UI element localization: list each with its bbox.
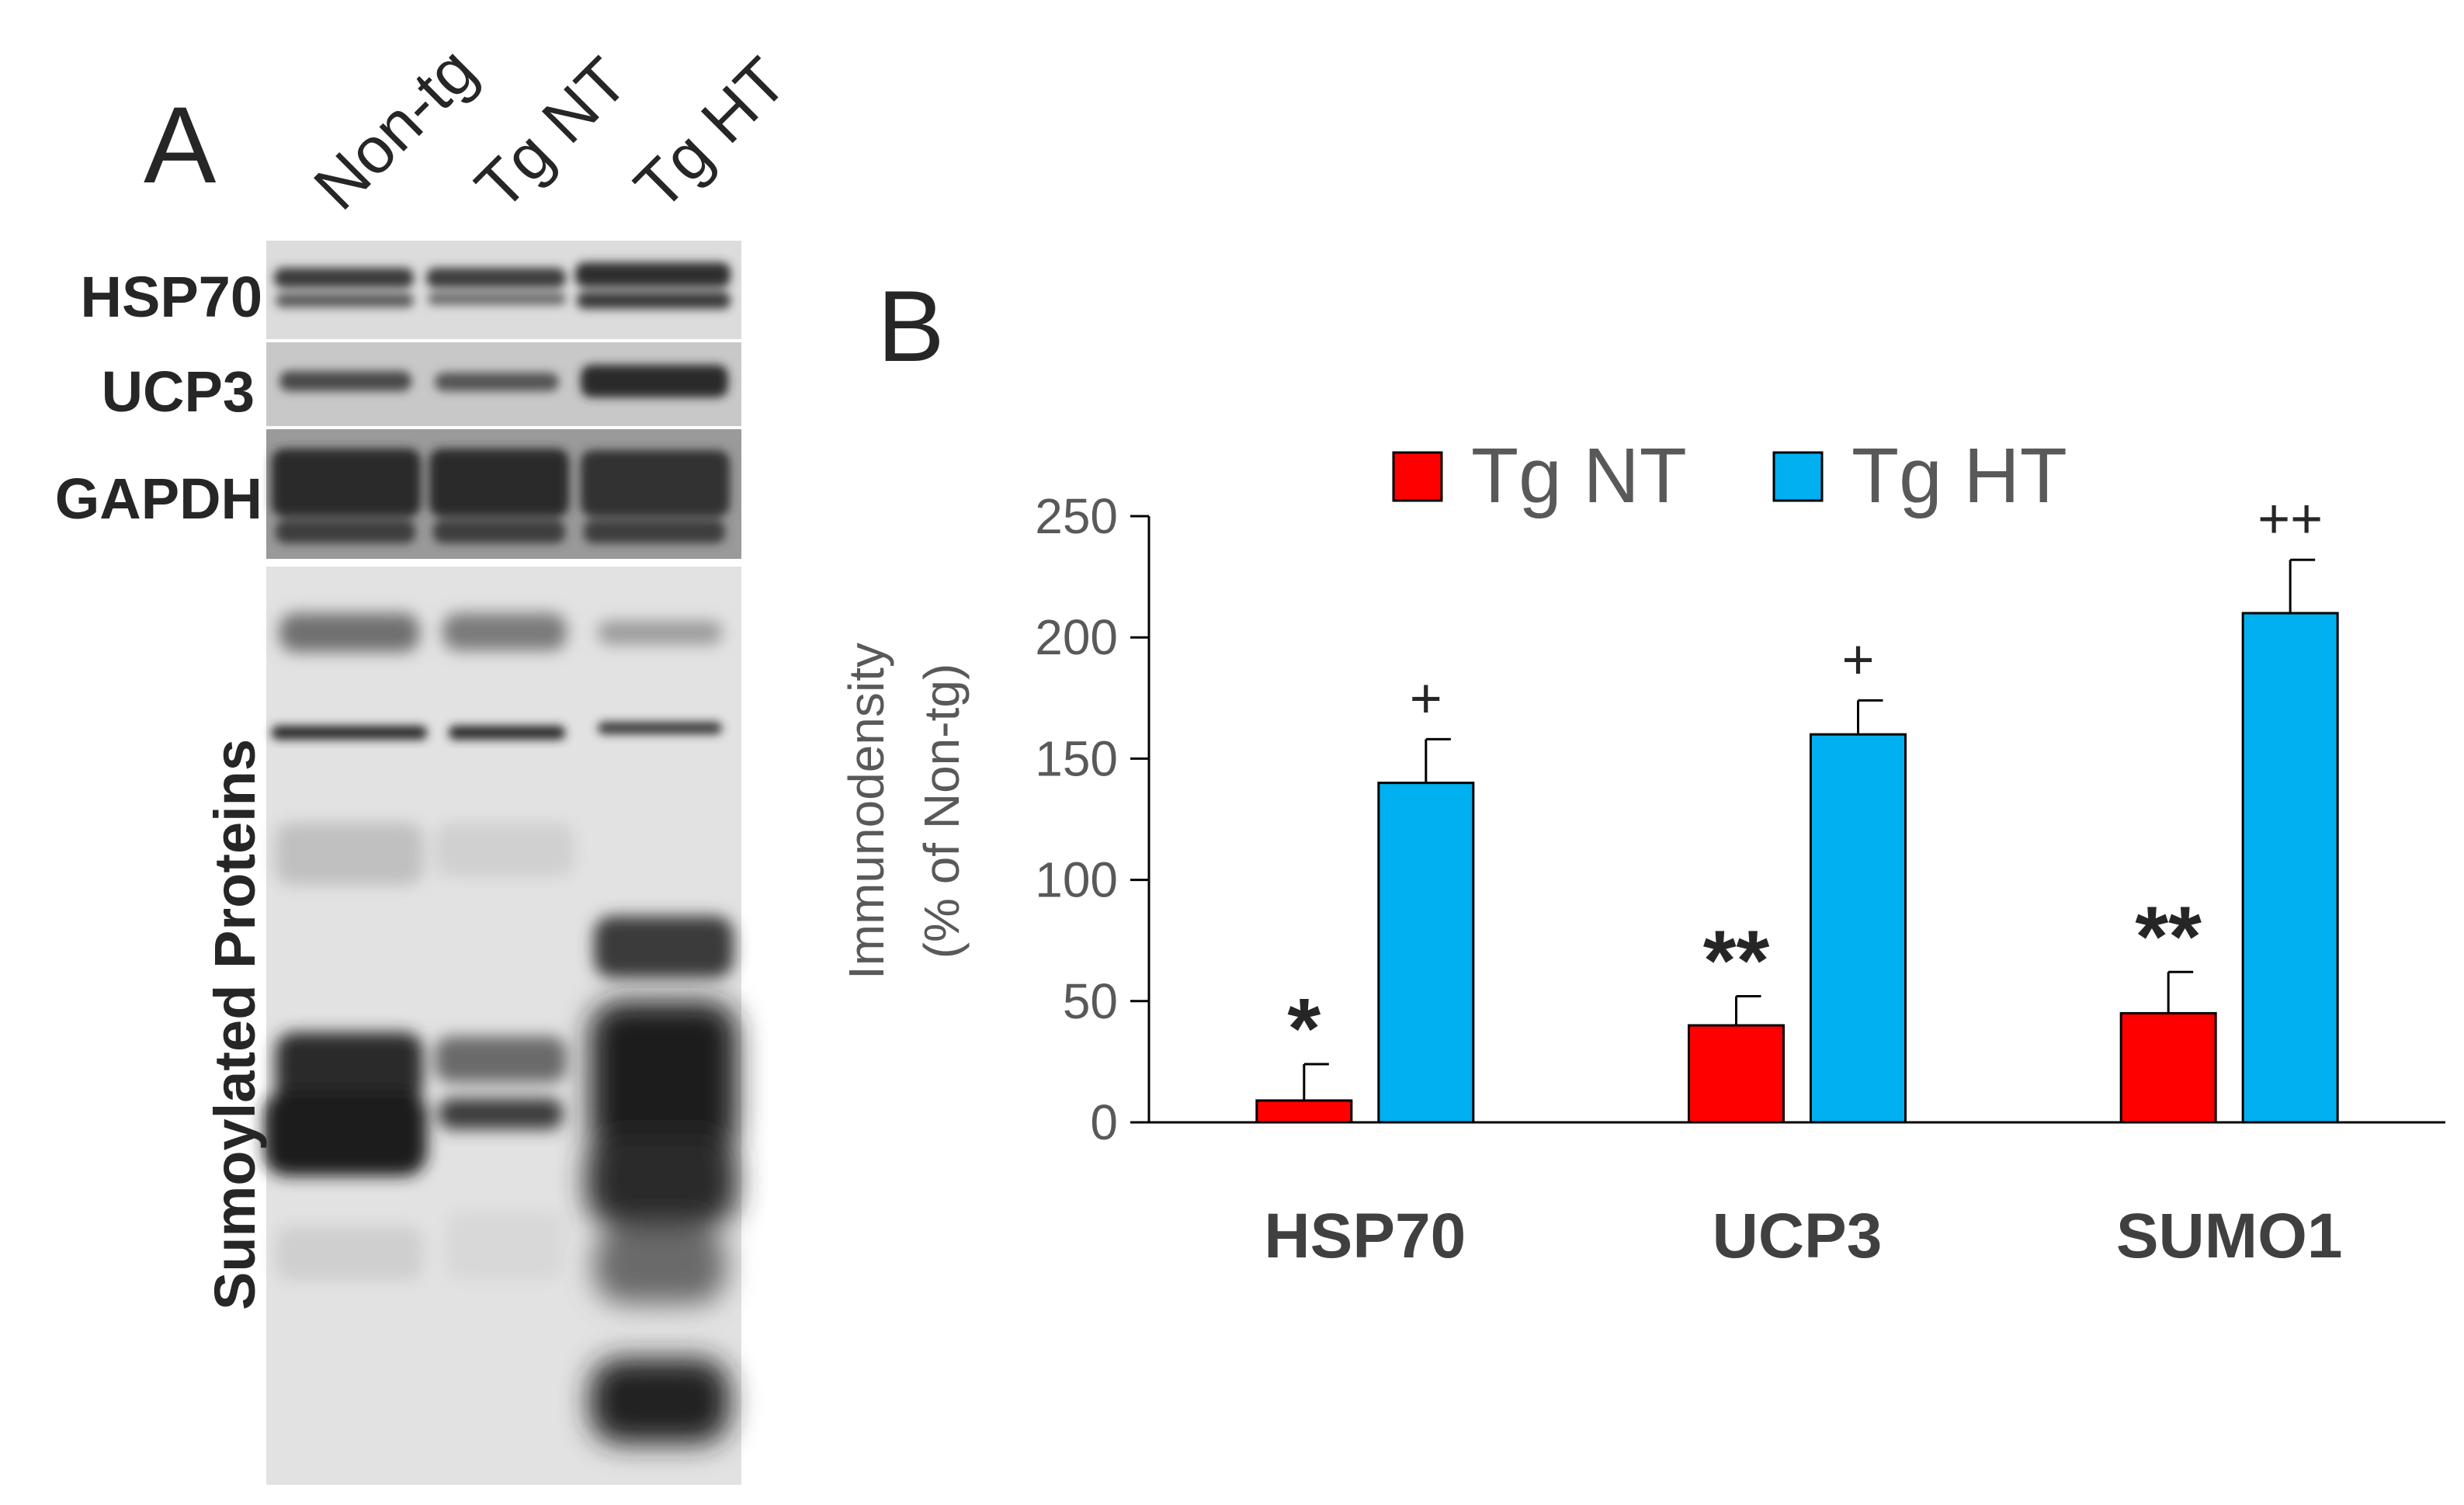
y-axis-label-line2: (% of Non-tg) [914, 664, 970, 959]
x-tick-label: SUMO1 [2116, 1201, 2343, 1271]
y-tick-label: 200 [1035, 609, 1118, 665]
significance-annotation: + [1410, 668, 1442, 730]
blot-label-gapdh: GAPDH [55, 466, 262, 531]
y-axis: 0 50 100 150 200 250 [1035, 488, 1150, 1150]
significance-annotation: * [1287, 981, 1320, 1077]
blot-ucp3 [266, 342, 741, 426]
y-tick-label: 100 [1035, 852, 1118, 908]
bar-tg-nt-ucp3 [1688, 1024, 1785, 1124]
bar-tg-ht-sumo1 [2241, 612, 2339, 1124]
significance-annotation: ++ [2258, 488, 2323, 550]
panel-b: B Tg NT Tg HT Immunodensity (% of Non-tg… [838, 269, 2445, 1271]
blot-label-hsp70: HSP70 [81, 265, 262, 329]
significance-annotation: + [1841, 629, 1874, 691]
blot-label-ucp3: UCP3 [102, 359, 255, 424]
bar-tg-nt-sumo1 [2119, 1011, 2217, 1124]
legend-label-tg-ht: Tg HT [1851, 432, 2067, 519]
blot-sumoylated-proteins [264, 567, 741, 1485]
blot-hsp70 [266, 241, 741, 339]
lane-label-tg-ht: Tg HT [620, 43, 800, 223]
bar-tg-ht-hsp70 [1377, 782, 1475, 1124]
significance-annotation: ** [2135, 889, 2202, 984]
panel-a: A Non-tg Tg NT Tg HT HSP70 [55, 33, 800, 1485]
x-tick-label: HSP70 [1264, 1201, 1466, 1271]
legend: Tg NT Tg HT [1392, 432, 2067, 519]
legend-label-tg-nt: Tg NT [1471, 432, 1687, 519]
blot-label-sumoylated-proteins: Sumoylated Proteins [203, 739, 267, 1310]
x-tick-label: UCP3 [1713, 1201, 1883, 1271]
blot-gapdh [266, 429, 741, 559]
lane-label-non-tg: Non-tg [300, 33, 490, 224]
panel-b-letter: B [877, 269, 945, 383]
legend-swatch-tg-nt [1392, 451, 1443, 502]
y-tick-label: 150 [1035, 730, 1118, 786]
x-axis: HSP70 UCP3 SUMO1 [1149, 1121, 2445, 1271]
legend-swatch-tg-ht [1772, 451, 1824, 502]
y-axis-label: Immunodensity (% of Non-tg) [838, 643, 970, 980]
y-axis-label-line1: Immunodensity [838, 643, 894, 980]
y-tick-label: 0 [1090, 1094, 1118, 1150]
y-tick-label: 250 [1035, 488, 1118, 544]
significance-annotation: ** [1703, 914, 1770, 1009]
y-tick-label: 50 [1063, 973, 1118, 1029]
bars: * + ** + ** ++ [1255, 488, 2339, 1124]
lane-label-tg-nt: Tg NT [461, 43, 640, 223]
panel-a-letter: A [144, 84, 217, 206]
bar-tg-nt-hsp70 [1255, 1099, 1353, 1124]
bar-tg-ht-ucp3 [1810, 733, 1907, 1124]
